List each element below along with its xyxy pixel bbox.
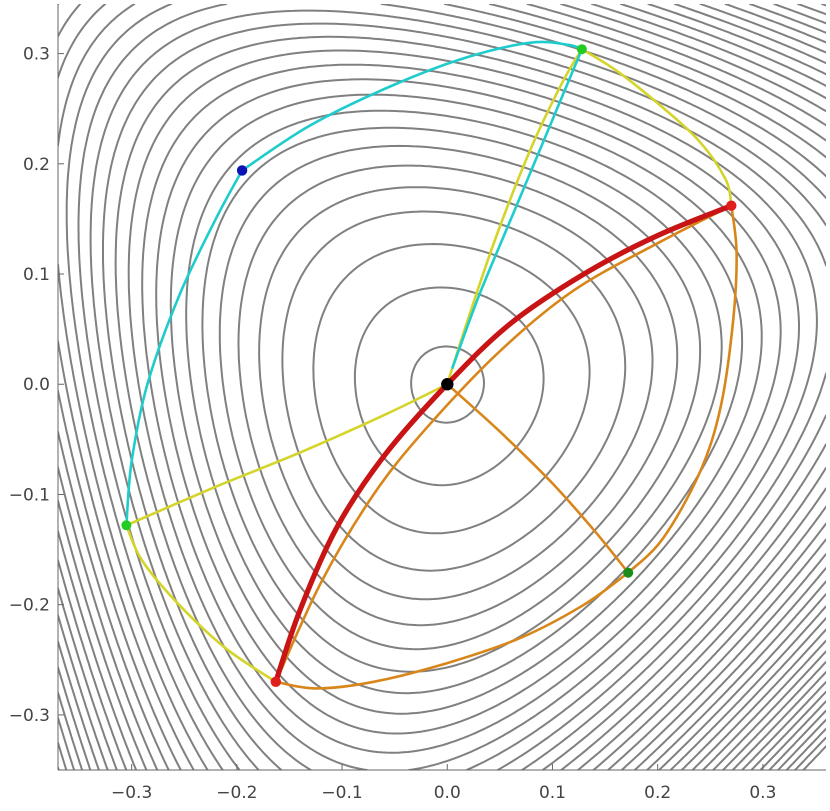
contour-level-7 (218, 144, 702, 651)
series-3-segment-4 (274, 204, 733, 684)
contour-level-1 (410, 345, 485, 424)
data-point-6 (726, 200, 737, 211)
contour-level-22 (58, 4, 826, 770)
contour-level-35 (759, 700, 826, 770)
x-tick-label: 0.3 (749, 783, 776, 803)
contour-level-13 (127, 49, 818, 770)
y-tick-label: −0.3 (9, 706, 50, 726)
series-2-segment-3 (451, 47, 584, 369)
contour-level-5 (258, 186, 654, 601)
series-3-segment-3 (446, 382, 630, 574)
marked-points (121, 44, 737, 687)
contour-level-16 (89, 9, 826, 770)
plot-frame (57, 4, 826, 771)
series-1-segment-3 (580, 47, 733, 207)
series-3-segment-1 (626, 204, 738, 574)
y-tick-label: 0.1 (23, 265, 50, 285)
contour-level-4 (281, 210, 627, 572)
contour-level-6 (237, 164, 679, 627)
y-tick-label: 0.2 (23, 155, 50, 175)
contour-level-26 (58, 4, 826, 770)
y-tick-label: 0.0 (23, 375, 50, 395)
contour-level-15 (102, 22, 826, 770)
series-2-segment-2 (125, 169, 244, 527)
series-4-segment-1 (273, 203, 734, 685)
data-point-3 (576, 44, 587, 55)
data-point-5 (623, 567, 634, 578)
series-2-segment-1 (240, 40, 584, 172)
x-tick-label: −0.2 (216, 783, 257, 803)
contour-level-40 (802, 745, 826, 770)
contour-level-32 (58, 671, 826, 770)
data-point-4 (121, 520, 132, 531)
data-point-2 (236, 165, 248, 176)
series-3-segment-2 (274, 571, 630, 690)
x-tick-label: −0.1 (321, 783, 362, 803)
contour-level-2 (353, 286, 545, 487)
y-tick-label: 0.3 (23, 45, 50, 65)
contour-level-19 (58, 4, 826, 770)
contour-level-36 (768, 709, 826, 770)
contour-level-33 (58, 681, 826, 770)
series-1-segment-2 (125, 382, 449, 527)
x-tick-label: 0.1 (539, 783, 566, 803)
contour-level-20 (58, 4, 826, 770)
series-1-segment-1 (446, 47, 584, 386)
contour-level-9 (185, 109, 744, 695)
x-tick-label: −0.3 (111, 783, 152, 803)
contour-level-28 (58, 4, 826, 770)
y-tick-label: −0.1 (9, 485, 50, 505)
contour-level-21 (58, 4, 826, 770)
contour-level-8 (201, 126, 723, 673)
contour-level-23 (58, 4, 826, 770)
contour-level-39 (794, 736, 826, 770)
contour-level-18 (65, 4, 826, 770)
contour-lines (58, 4, 826, 770)
contour-level-31 (58, 4, 826, 770)
x-tick-label: 0.2 (644, 783, 671, 803)
contour-level-29 (58, 4, 826, 770)
contour-level-12 (141, 63, 800, 754)
data-point-1 (441, 378, 454, 391)
contour-level-38 (785, 727, 826, 770)
y-axis-ticks: −0.3 −0.2 −0.1 0.0 0.1 0.2 0.3 (9, 45, 64, 726)
contour-level-3 (312, 243, 591, 535)
data-point-7 (270, 676, 281, 687)
contour-level-30 (58, 4, 826, 770)
contour-level-27 (58, 4, 826, 770)
series-1-segment-4 (125, 524, 278, 684)
x-tick-label: 0.0 (434, 783, 461, 803)
contour-level-10 (169, 93, 763, 715)
x-axis-ticks: −0.3 −0.2 −0.1 0.0 0.1 0.2 0.3 (111, 764, 776, 803)
contour-level-25 (58, 4, 826, 770)
y-tick-label: −0.2 (9, 596, 50, 616)
contour-level-24 (58, 4, 826, 770)
trajectory-curves (125, 40, 738, 690)
contour-level-11 (155, 78, 782, 735)
